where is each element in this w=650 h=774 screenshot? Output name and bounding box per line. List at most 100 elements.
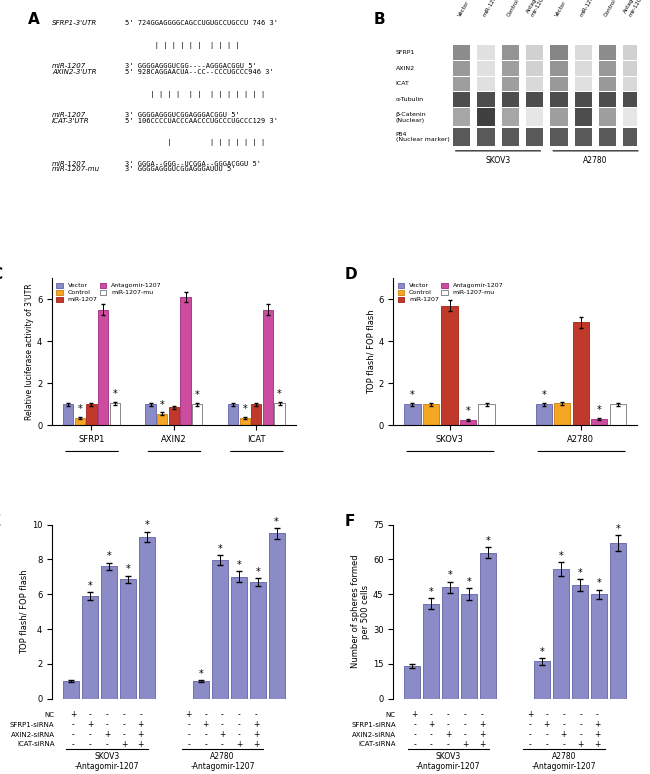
Text: *: *	[429, 587, 434, 597]
Text: A2780
-Antagomir-1207: A2780 -Antagomir-1207	[532, 752, 596, 771]
FancyBboxPatch shape	[575, 92, 592, 107]
FancyBboxPatch shape	[477, 77, 495, 91]
Text: -: -	[579, 711, 582, 719]
Text: -: -	[562, 711, 565, 719]
FancyBboxPatch shape	[453, 92, 470, 107]
Text: ICAT-siRNA: ICAT-siRNA	[358, 741, 396, 748]
Text: ICAT: ICAT	[396, 81, 410, 87]
Text: *: *	[107, 551, 111, 561]
Text: *: *	[237, 560, 241, 570]
Text: -: -	[89, 740, 92, 749]
FancyBboxPatch shape	[502, 61, 519, 76]
Text: +: +	[219, 730, 226, 739]
Bar	[212, 560, 228, 698]
Text: *: *	[217, 544, 222, 554]
Text: +: +	[236, 740, 242, 749]
Text: -: -	[72, 740, 75, 749]
FancyBboxPatch shape	[623, 108, 641, 126]
Bar	[536, 404, 552, 425]
Text: α-Tubulin: α-Tubulin	[396, 97, 424, 102]
Text: -: -	[140, 711, 142, 719]
Text: | | | | | |  | | | |: | | | | | | | | | |	[125, 42, 240, 49]
Text: -: -	[221, 740, 224, 749]
Text: -: -	[187, 740, 190, 749]
Text: -: -	[204, 740, 207, 749]
FancyBboxPatch shape	[502, 92, 519, 107]
Text: -: -	[413, 720, 416, 729]
Text: Vector: Vector	[554, 0, 567, 17]
FancyBboxPatch shape	[623, 45, 641, 60]
Text: -: -	[72, 730, 75, 739]
FancyBboxPatch shape	[502, 77, 519, 91]
Text: 3' GGGGAGGGUCGGAGGGAUUU 5': 3' GGGGAGGGUCGGAGGGAUUU 5'	[125, 166, 235, 172]
Text: -: -	[238, 711, 240, 719]
Text: -: -	[413, 730, 416, 739]
Text: *: *	[125, 564, 131, 574]
FancyBboxPatch shape	[551, 45, 567, 60]
Bar	[231, 577, 247, 698]
Bar	[169, 407, 179, 425]
Y-axis label: TOP flash/ FOP flash: TOP flash/ FOP flash	[20, 570, 29, 654]
Text: |         | | | | | | |: | | | | | | | |	[125, 139, 265, 146]
Y-axis label: TOP flash/ FOP flash: TOP flash/ FOP flash	[367, 310, 376, 394]
Text: -: -	[545, 740, 548, 749]
Bar	[423, 404, 439, 425]
Text: -: -	[528, 740, 532, 749]
FancyBboxPatch shape	[623, 128, 641, 146]
FancyBboxPatch shape	[453, 108, 470, 126]
Legend: Vector, Control, miR-1207, Antagomir-1207, miR-1207-mu: Vector, Control, miR-1207, Antagomir-120…	[55, 282, 163, 303]
FancyBboxPatch shape	[453, 128, 470, 146]
Text: A2780: A2780	[583, 156, 608, 165]
FancyBboxPatch shape	[623, 77, 641, 91]
Text: 3' GGGGAGGGUCGG----AGGGACGGU 5': 3' GGGGAGGGUCGG----AGGGACGGU 5'	[125, 63, 257, 69]
Bar	[120, 580, 136, 698]
FancyBboxPatch shape	[477, 61, 495, 76]
Text: B: B	[374, 12, 385, 27]
Text: -: -	[464, 711, 467, 719]
Text: -: -	[430, 711, 433, 719]
Bar	[461, 594, 477, 698]
Text: *: *	[597, 578, 601, 588]
FancyBboxPatch shape	[599, 128, 616, 146]
Bar	[460, 420, 476, 425]
Text: -: -	[447, 720, 450, 729]
Text: +: +	[543, 720, 550, 729]
Y-axis label: Relative luciferase activity of 3'UTR: Relative luciferase activity of 3'UTR	[25, 283, 34, 420]
Text: -: -	[187, 720, 190, 729]
Text: +: +	[462, 740, 469, 749]
Text: A2780
-Antagomir-1207: A2780 -Antagomir-1207	[190, 752, 255, 771]
Text: *: *	[578, 568, 582, 578]
FancyBboxPatch shape	[477, 45, 495, 60]
FancyBboxPatch shape	[526, 77, 543, 91]
Bar	[240, 418, 250, 425]
Text: 3' GGGA--GGG--UCGGA--GGGACGGU 5': 3' GGGA--GGG--UCGGA--GGGACGGU 5'	[125, 161, 261, 166]
Bar	[110, 403, 120, 425]
Text: -: -	[123, 711, 125, 719]
Text: A: A	[27, 12, 40, 27]
Text: ICAT-siRNA: ICAT-siRNA	[17, 741, 55, 748]
Bar	[610, 404, 626, 425]
Text: -: -	[413, 740, 416, 749]
Bar	[86, 404, 97, 425]
FancyBboxPatch shape	[575, 45, 592, 60]
Text: -: -	[204, 730, 207, 739]
Text: *: *	[277, 389, 282, 399]
Bar	[63, 681, 79, 698]
FancyBboxPatch shape	[575, 108, 592, 126]
Bar	[181, 297, 190, 425]
Text: SFRP1-siRNA: SFRP1-siRNA	[10, 721, 55, 728]
Text: SFRP1: SFRP1	[396, 50, 415, 55]
Text: P84
(Nuclear marker): P84 (Nuclear marker)	[396, 132, 449, 142]
Text: Antago-
mir-1207: Antago- mir-1207	[623, 0, 645, 17]
Text: | | | |  | |  | | | | | | |: | | | | | | | | | | | | |	[125, 91, 265, 98]
FancyBboxPatch shape	[599, 61, 616, 76]
Text: +: +	[479, 720, 486, 729]
Text: SKOV3
-Antagomir-1207: SKOV3 -Antagomir-1207	[75, 752, 139, 771]
Text: miR-1207-mu: miR-1207-mu	[52, 166, 100, 172]
Bar	[98, 310, 108, 425]
Text: -: -	[430, 730, 433, 739]
Text: E: E	[0, 514, 1, 529]
Text: -: -	[72, 720, 75, 729]
FancyBboxPatch shape	[502, 108, 519, 126]
Text: *: *	[255, 567, 260, 577]
